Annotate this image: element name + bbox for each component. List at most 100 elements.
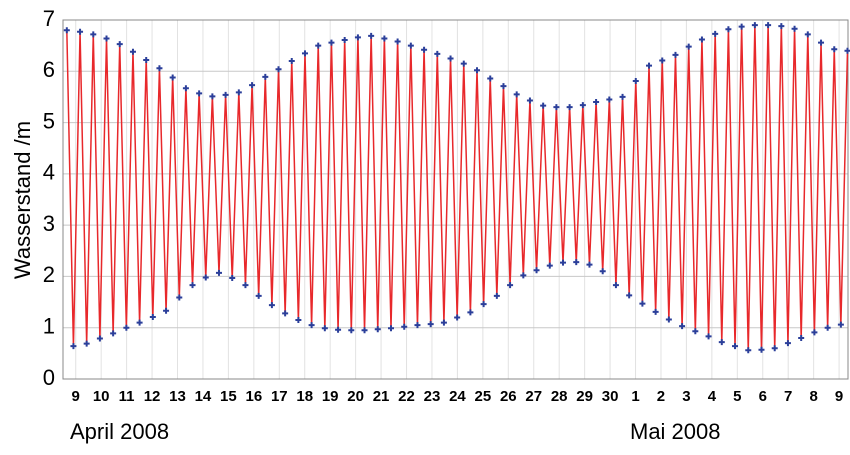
data-point xyxy=(83,340,90,347)
data-point xyxy=(123,324,130,331)
x-tick-label: 14 xyxy=(195,388,212,405)
data-point xyxy=(156,65,163,72)
data-point xyxy=(513,91,520,98)
data-point xyxy=(732,343,739,350)
data-point xyxy=(480,301,487,308)
data-point xyxy=(593,99,600,106)
x-tick-label: 29 xyxy=(576,388,593,405)
data-point xyxy=(798,334,805,341)
data-point xyxy=(520,272,527,279)
data-point xyxy=(163,307,170,314)
data-point xyxy=(837,321,844,328)
x-tick-label: 30 xyxy=(602,388,619,405)
x-tick-label: 20 xyxy=(347,388,364,405)
data-point xyxy=(275,66,282,73)
data-point xyxy=(169,74,176,81)
y-tick-label: 3 xyxy=(43,211,55,236)
y-tick-label: 6 xyxy=(43,57,55,82)
data-point xyxy=(718,339,725,346)
x-tick-label: 27 xyxy=(525,388,542,405)
data-point xyxy=(328,39,335,46)
data-point xyxy=(612,282,619,289)
data-point xyxy=(639,300,646,307)
data-point xyxy=(844,47,850,54)
data-point xyxy=(778,23,785,30)
x-tick-label: 25 xyxy=(475,388,492,405)
x-tick-label: 6 xyxy=(759,388,767,405)
data-point xyxy=(262,73,269,80)
data-point xyxy=(295,317,302,324)
data-point xyxy=(784,340,791,347)
data-point xyxy=(361,327,368,334)
data-point xyxy=(540,102,547,109)
data-point xyxy=(573,259,580,266)
data-point xyxy=(553,104,560,111)
data-point xyxy=(315,42,322,49)
data-point xyxy=(460,60,467,67)
data-point xyxy=(454,314,461,321)
x-tick-label: 26 xyxy=(500,388,517,405)
data-point xyxy=(368,32,375,39)
data-point xyxy=(255,292,262,299)
data-point xyxy=(387,325,394,332)
data-point xyxy=(447,55,454,62)
data-point xyxy=(63,27,70,34)
data-point xyxy=(434,50,441,57)
data-point xyxy=(176,294,183,301)
data-point xyxy=(129,48,136,55)
x-tick-label: 16 xyxy=(245,388,262,405)
data-point xyxy=(474,67,481,74)
data-point xyxy=(335,326,342,333)
data-point xyxy=(824,324,831,331)
data-point xyxy=(546,262,553,269)
x-tick-label: 8 xyxy=(809,388,817,405)
x-tick-label: 1 xyxy=(631,388,639,405)
x-tick-label: 11 xyxy=(119,388,135,405)
data-point xyxy=(487,75,494,82)
y-tick-label: 0 xyxy=(43,365,55,390)
data-point xyxy=(659,57,666,64)
data-point xyxy=(407,42,414,49)
data-point xyxy=(738,23,745,30)
data-point xyxy=(586,261,593,268)
data-point xyxy=(103,35,110,42)
x-tick-label: 2 xyxy=(657,388,665,405)
data-point xyxy=(116,41,123,48)
x-tick-label: 3 xyxy=(682,388,690,405)
data-point xyxy=(70,343,77,350)
data-point xyxy=(222,91,229,98)
x-tick-label: 28 xyxy=(551,388,568,405)
data-point xyxy=(440,319,447,326)
plot-frame xyxy=(62,19,849,380)
data-point xyxy=(229,274,236,281)
data-point xyxy=(500,83,507,90)
x-tick-label: 13 xyxy=(169,388,186,405)
data-point xyxy=(765,22,772,29)
data-point xyxy=(182,85,189,92)
x-tick-label: 18 xyxy=(296,388,313,405)
data-point xyxy=(619,93,626,100)
y-tick-label: 7 xyxy=(43,6,55,31)
data-point xyxy=(533,267,540,274)
data-point xyxy=(414,322,421,329)
data-point xyxy=(526,97,533,104)
data-point xyxy=(215,269,222,276)
data-point xyxy=(354,34,361,41)
data-point xyxy=(831,46,838,53)
x-tick-label: 4 xyxy=(708,388,717,405)
data-point xyxy=(579,102,586,109)
data-point xyxy=(493,292,500,299)
data-point xyxy=(566,104,573,111)
data-point xyxy=(202,274,209,281)
data-point xyxy=(189,282,196,289)
data-point xyxy=(196,90,203,97)
data-point xyxy=(818,39,825,46)
data-point xyxy=(685,43,692,50)
data-point xyxy=(632,78,639,85)
data-point xyxy=(268,302,275,309)
data-point xyxy=(90,31,97,38)
data-point xyxy=(288,58,295,65)
data-point xyxy=(751,22,758,29)
data-point xyxy=(646,62,653,69)
